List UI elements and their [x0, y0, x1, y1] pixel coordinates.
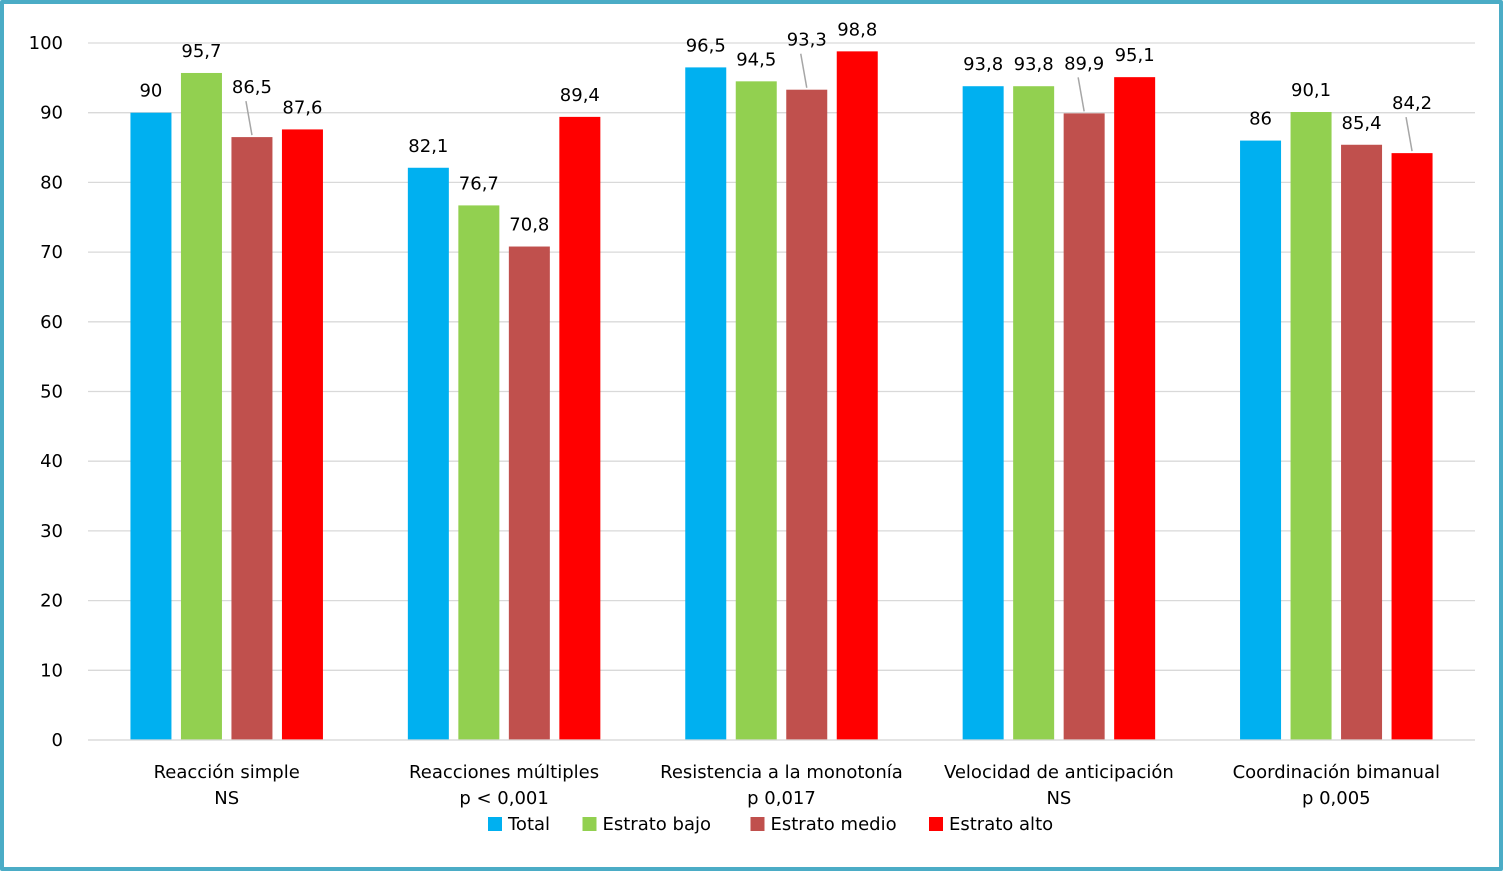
- data-label: 95,7: [181, 41, 221, 62]
- bar: [508, 246, 550, 741]
- leader-line: [1405, 116, 1413, 152]
- bars: [130, 51, 1433, 741]
- leader-lines: [245, 53, 1413, 152]
- data-label: 82,1: [408, 136, 448, 157]
- bar: [281, 129, 323, 741]
- category-label: NS: [1046, 788, 1071, 809]
- data-label: 96,5: [686, 35, 726, 56]
- y-tick-label: 100: [29, 33, 63, 54]
- data-labels: 90 95,7 86,5 87,6 82,1 76,7 70,8 89,4 96,5 94,5 93…: [139, 19, 1432, 235]
- x-axis: Reacción simple NS Reacciones múltiples p <…: [88, 739, 1475, 809]
- data-label: 93,8: [1014, 54, 1054, 75]
- y-tick-label: 0: [52, 730, 63, 751]
- bar: [1114, 77, 1156, 740]
- category-label: Reacciones múltiples: [409, 762, 599, 783]
- bar: [180, 72, 222, 740]
- data-label: 95,1: [1115, 45, 1155, 66]
- y-tick-label: 20: [40, 591, 63, 612]
- y-tick-label: 30: [40, 521, 63, 542]
- bar: [1391, 153, 1433, 741]
- bar: [130, 112, 172, 740]
- category-label: p 0,017: [747, 788, 816, 809]
- bar: [735, 81, 777, 740]
- data-label: 87,6: [282, 97, 322, 118]
- bar: [407, 167, 449, 740]
- category-label: Resistencia a la monotonía: [660, 762, 903, 783]
- data-label: 94,5: [736, 49, 776, 70]
- legend-label: Total: [507, 814, 550, 835]
- data-label: 90: [139, 81, 162, 102]
- y-tick-label: 50: [40, 382, 63, 403]
- leader-line: [800, 53, 808, 88]
- data-label: 93,3: [787, 30, 827, 51]
- bar: [1290, 112, 1332, 741]
- data-label: 98,8: [837, 19, 877, 40]
- bar: [1013, 86, 1055, 741]
- bar: [1063, 113, 1105, 741]
- legend-label: Estrato medio: [771, 814, 897, 835]
- y-tick-label: 40: [40, 451, 63, 472]
- y-tick-label: 60: [40, 312, 63, 333]
- legend-swatch: [582, 817, 597, 831]
- legend-label: Estrato bajo: [603, 814, 712, 835]
- data-label: 86,5: [232, 77, 272, 98]
- bar: [685, 67, 727, 740]
- y-axis: 0 10 20 30 40 50 60 70 80 90 100: [29, 33, 63, 751]
- data-label: 76,7: [459, 173, 499, 194]
- category-label: Reacción simple: [154, 762, 300, 783]
- y-tick-label: 10: [40, 660, 63, 681]
- category-label: p 0,005: [1302, 788, 1371, 809]
- bar: [786, 89, 828, 741]
- y-tick-label: 90: [40, 103, 63, 124]
- data-label: 85,4: [1342, 113, 1382, 134]
- category-label: Velocidad de anticipación: [944, 762, 1174, 783]
- data-label: 89,4: [560, 85, 600, 106]
- legend: Total Estrato bajo Estrato medio Estrato al…: [488, 814, 1053, 835]
- bar: [458, 205, 500, 740]
- bar: [962, 86, 1004, 741]
- y-tick-label: 80: [40, 172, 63, 193]
- data-label: 84,2: [1392, 93, 1432, 114]
- data-label: 89,9: [1064, 53, 1104, 74]
- y-tick-label: 70: [40, 242, 63, 263]
- legend-label: Estrato alto: [949, 814, 1053, 835]
- leader-line: [245, 100, 253, 136]
- legend-swatch: [929, 817, 943, 831]
- bar: [836, 51, 878, 740]
- bar: [1341, 144, 1383, 741]
- bar: [1240, 140, 1282, 740]
- category-label: Coordinación bimanual: [1233, 762, 1440, 783]
- data-label: 70,8: [509, 215, 549, 236]
- category-label: p < 0,001: [459, 788, 548, 809]
- data-label: 93,8: [963, 54, 1003, 75]
- category-label: NS: [214, 788, 239, 809]
- data-label: 86: [1249, 109, 1272, 130]
- bar: [559, 116, 601, 740]
- data-label: 90,1: [1291, 80, 1331, 101]
- legend-swatch: [750, 817, 765, 831]
- leader-line: [1077, 77, 1085, 112]
- bar: [231, 137, 273, 741]
- legend-swatch: [488, 817, 502, 831]
